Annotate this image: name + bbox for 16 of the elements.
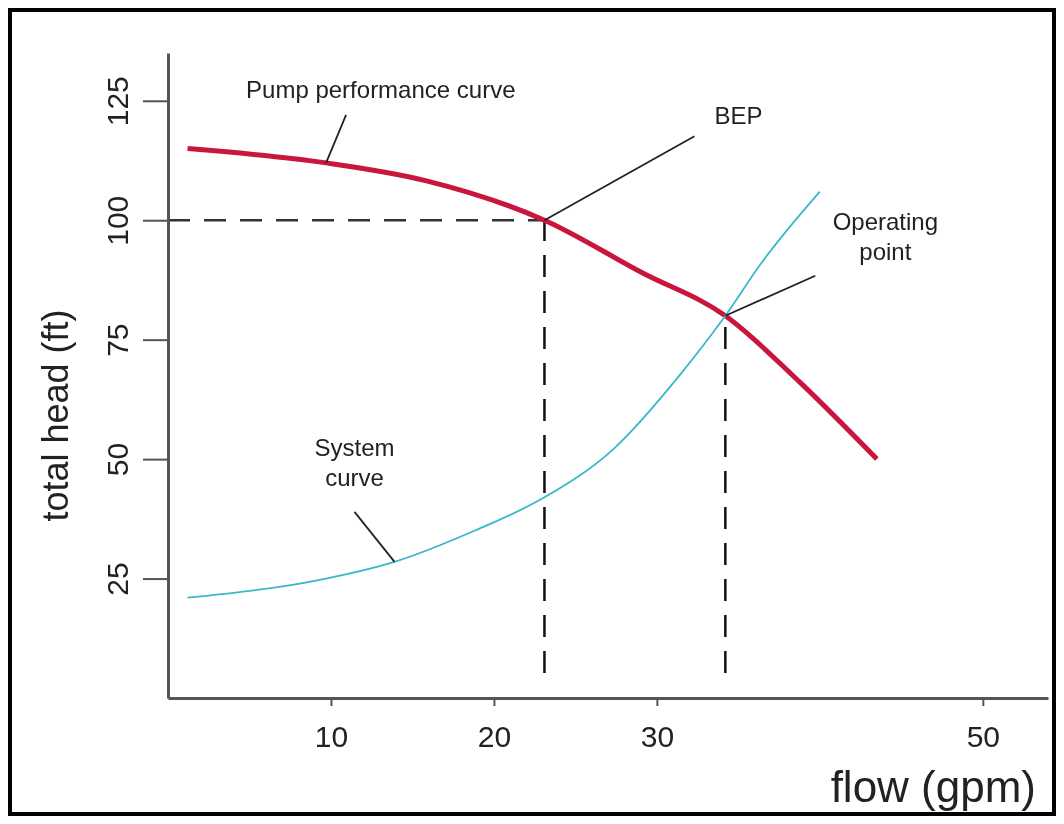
y-tick-label: 50 [101, 442, 134, 477]
y-tick-label: 75 [101, 323, 134, 357]
y-tick-label: 100 [101, 195, 134, 246]
x-tick-label: 50 [966, 720, 1000, 754]
x-tick-label: 30 [640, 720, 675, 754]
annotation: BEP [714, 102, 763, 130]
x-axis-title: flow (gpm) [830, 762, 1036, 811]
y-tick-label: 125 [101, 76, 134, 127]
y-tick-label: 25 [101, 562, 134, 596]
x-tick-label: 10 [314, 720, 349, 754]
x-tick-label: 20 [477, 720, 512, 754]
y-axis-title: total head (ft) [35, 309, 76, 522]
annotation: System curve [314, 433, 395, 491]
line-series [186, 190, 821, 599]
annotation: Operating point [832, 207, 939, 265]
annotation: Pump performance curve [246, 75, 516, 103]
